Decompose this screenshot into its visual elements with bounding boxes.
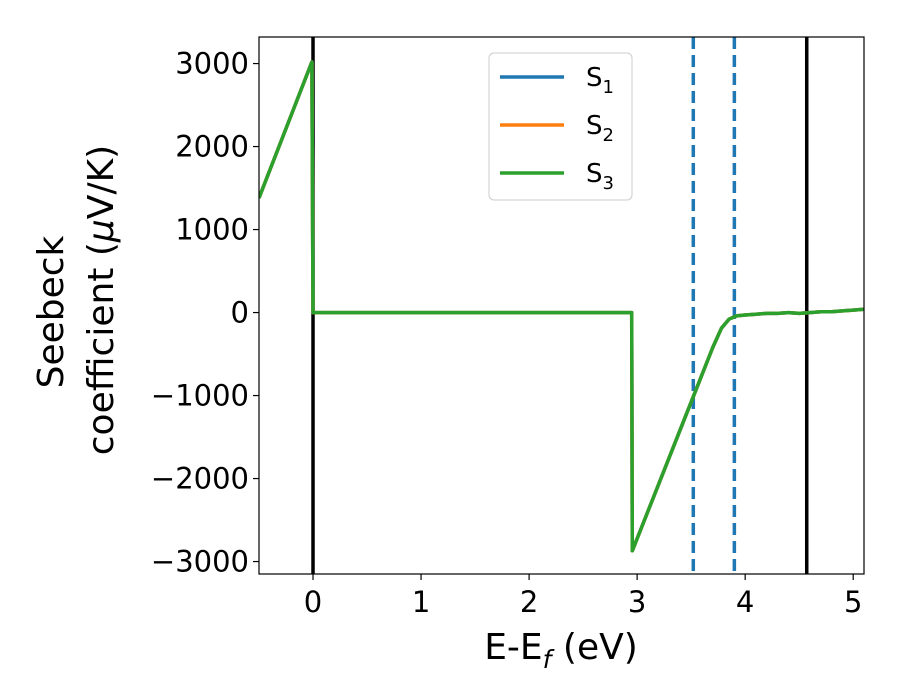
series-line-3 xyxy=(259,60,864,553)
x-axis-label: E-Ef (eV) xyxy=(484,627,638,674)
y-tick-label-3: 0 xyxy=(231,296,249,330)
y-tick-label-6: 3000 xyxy=(175,47,249,81)
x-axis-ticks: 0 1 2 3 4 5 xyxy=(304,574,862,619)
plot-frame xyxy=(258,36,865,575)
x-tick-label-0: 0 xyxy=(304,585,322,619)
legend: S1 S2 S3 xyxy=(488,52,633,201)
x-tick-label-1: 1 xyxy=(412,585,430,619)
y-axis-label-line2: coefficient (μV/K) xyxy=(81,145,122,455)
y-axis-label-line1: Seebeck xyxy=(31,235,72,388)
legend-label-2: S2 xyxy=(586,111,614,146)
series-lines xyxy=(259,60,864,553)
x-tick-label-5: 5 xyxy=(844,585,862,619)
x-tick-label-2: 2 xyxy=(520,585,538,619)
y-tick-label-4: 1000 xyxy=(175,213,249,247)
y-tick-label-5: 2000 xyxy=(175,130,249,164)
y-tick-label-0: −3000 xyxy=(151,545,249,579)
legend-label-1: S1 xyxy=(586,63,614,98)
y-tick-label-1: −2000 xyxy=(151,462,249,496)
x-tick-label-3: 3 xyxy=(628,585,646,619)
x-tick-label-4: 4 xyxy=(736,585,754,619)
y-axis-ticks: −3000 −2000 −1000 0 1000 2000 3000 xyxy=(151,47,259,579)
y-tick-label-2: −1000 xyxy=(151,379,249,413)
legend-label-3: S3 xyxy=(586,159,614,194)
